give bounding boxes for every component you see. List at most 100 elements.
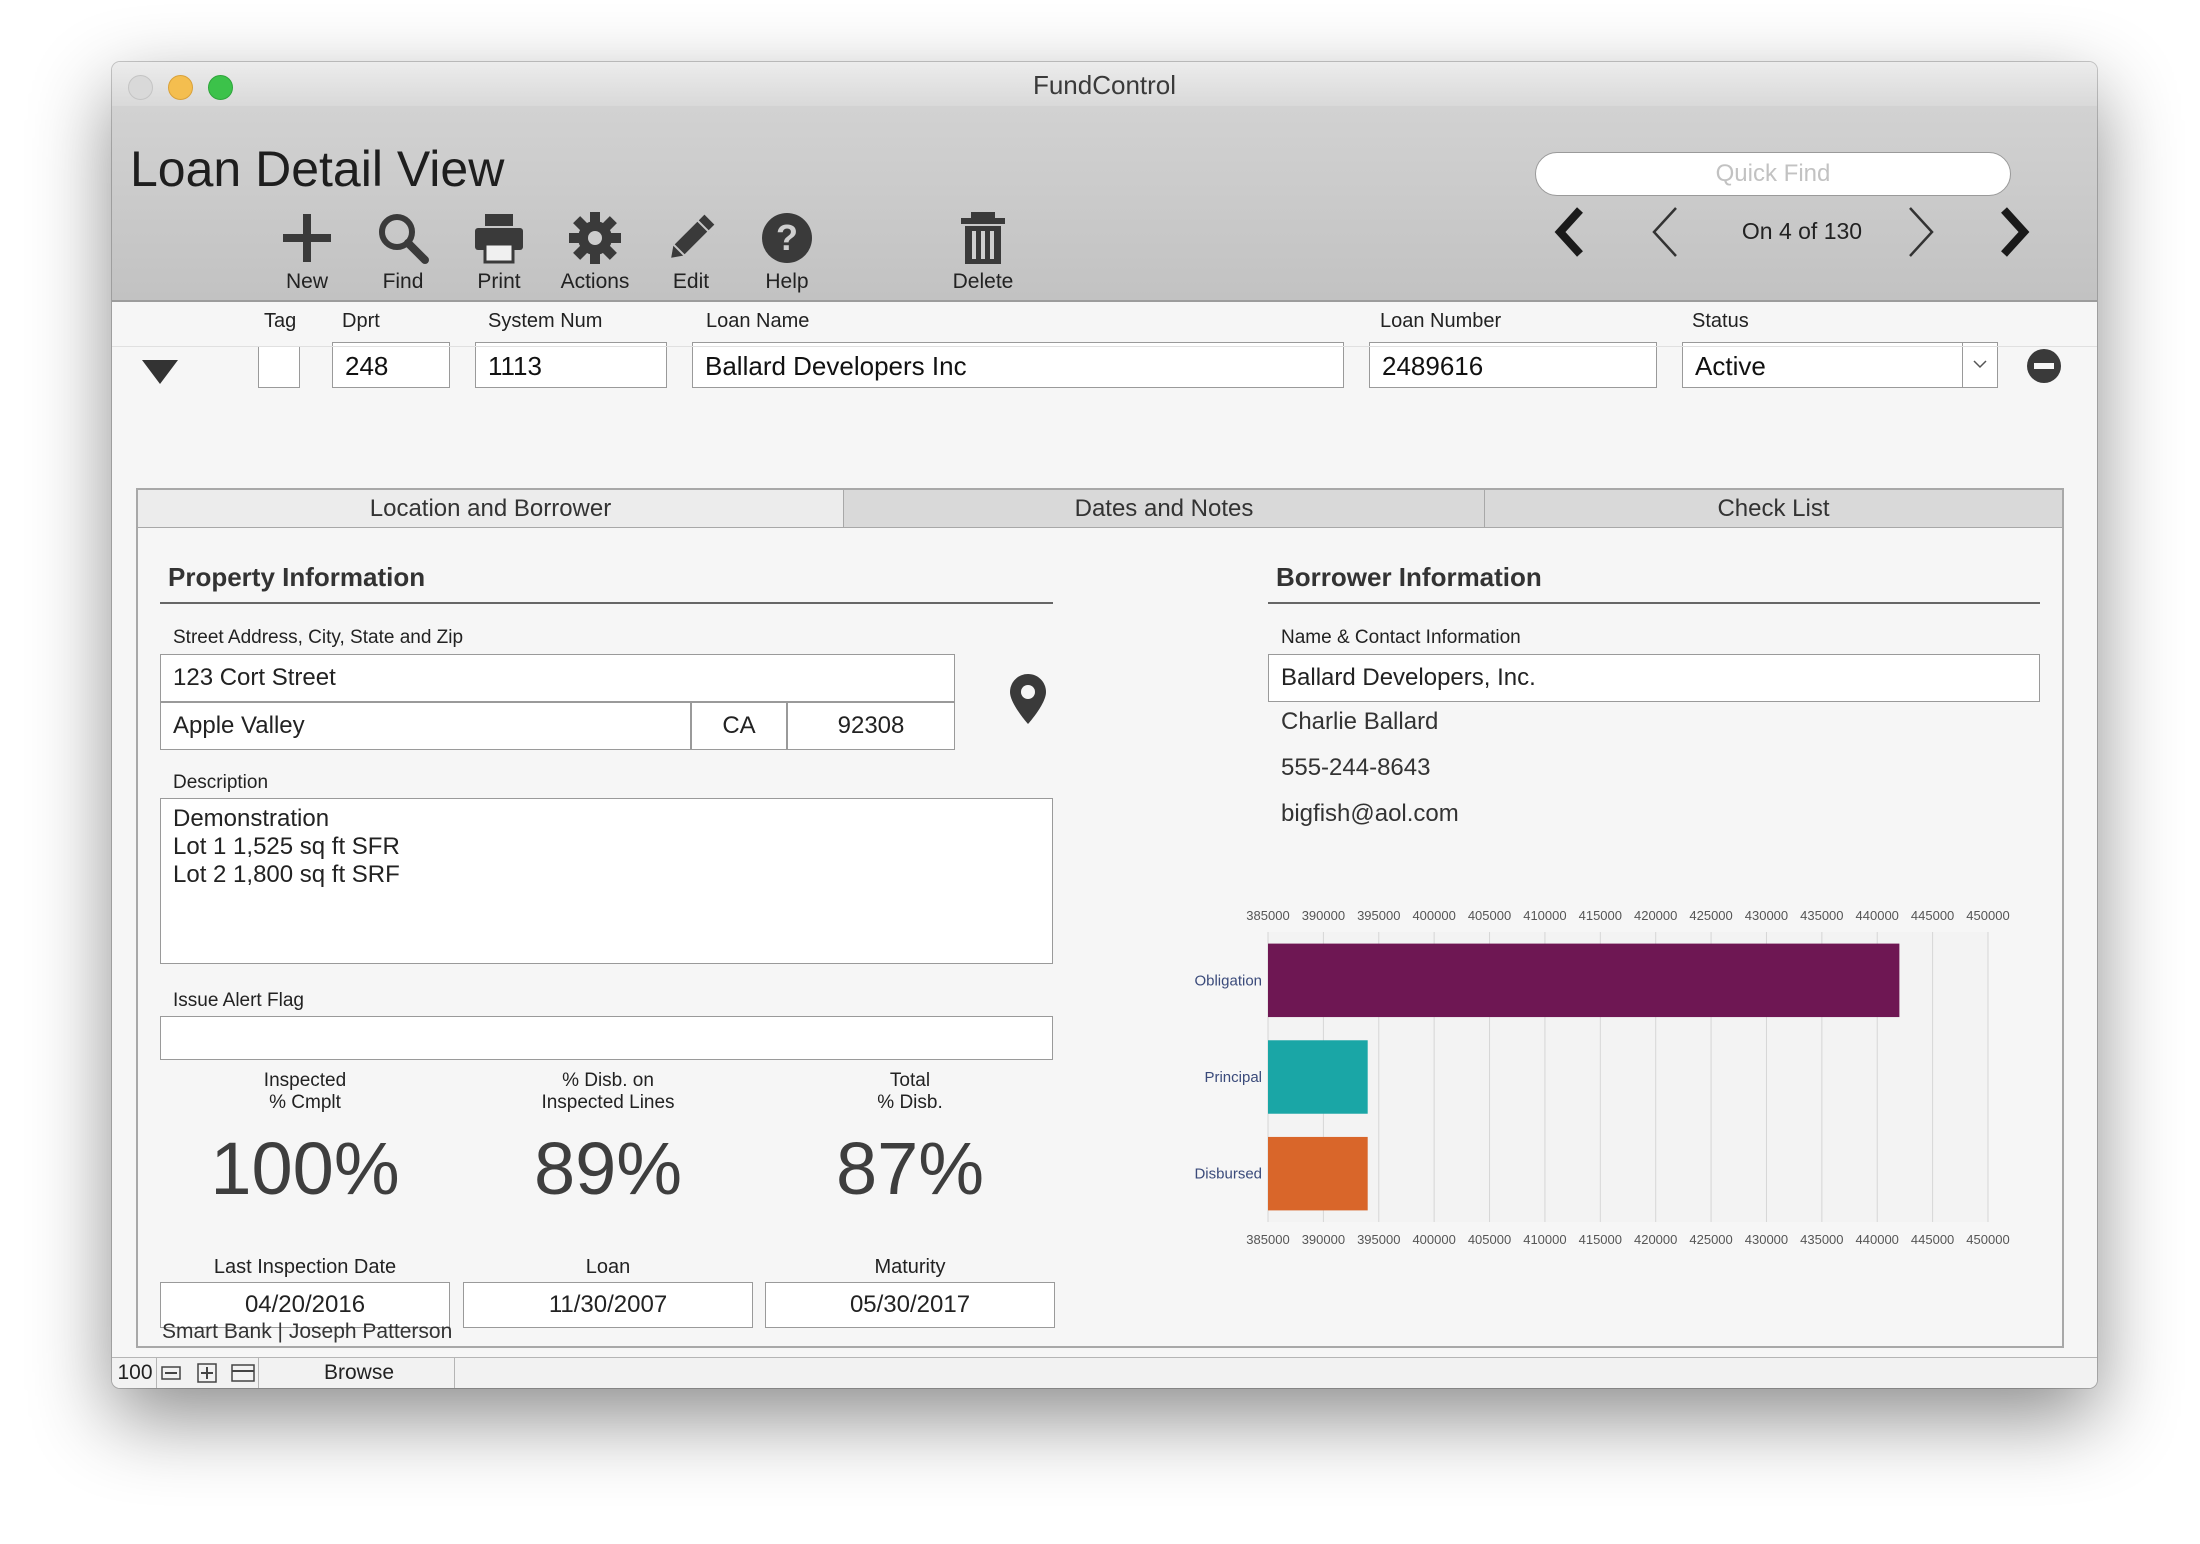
tab-location-borrower[interactable]: Location and Borrower <box>138 490 843 528</box>
address-label: Street Address, City, State and Zip <box>173 627 464 648</box>
mode-indicator[interactable]: Browse <box>264 1358 455 1388</box>
disbursed-inspected-value: 89% <box>533 1127 683 1210</box>
first-record-button[interactable] <box>1542 202 1602 262</box>
inspected-complete-value: 100% <box>210 1127 400 1210</box>
dprt-field[interactable]: 248 <box>332 342 450 388</box>
toggle-toolbar-button[interactable] <box>230 1358 259 1388</box>
find-button[interactable]: Find <box>353 210 453 294</box>
print-button[interactable]: Print <box>449 210 549 294</box>
new-button[interactable]: New <box>257 210 357 294</box>
chart-bar <box>1268 943 1900 1018</box>
description-line: Lot 1 1,525 sq ft SFR <box>173 833 400 860</box>
zip-field[interactable]: 92308 <box>787 702 955 750</box>
last-inspection-label: Last Inspection Date <box>213 1256 397 1278</box>
issue-alert-field[interactable] <box>160 1016 1053 1060</box>
zoom-in-button[interactable] <box>196 1358 218 1388</box>
chart-tick-label-bottom: 405000 <box>1468 1232 1511 1247</box>
last-inspection-date-field[interactable]: 04/20/2016 <box>160 1282 450 1328</box>
title-bar: FundControl <box>112 62 2097 106</box>
dropdown-arrow-button[interactable] <box>1962 343 1997 387</box>
record-counter: On 4 of 130 <box>1741 218 1863 244</box>
status-value: Active <box>1695 351 1766 381</box>
previous-record-button[interactable] <box>1636 202 1696 262</box>
zoom-level[interactable]: 100 <box>114 1358 157 1388</box>
footer-credit: Smart Bank | Joseph Patterson <box>162 1320 453 1343</box>
loan-balance-chart: 385000 385000 390000 390000 395000 395000 4000… <box>1194 908 2009 1247</box>
maturity-date-field[interactable]: 05/30/2017 <box>765 1282 1055 1328</box>
last-record-button[interactable] <box>1982 202 2042 262</box>
metric-label: % Disb. on Inspected Lines <box>541 1070 675 1113</box>
system-num-field[interactable]: 1113 <box>475 342 667 388</box>
chart-tick-label-bottom: 410000 <box>1523 1232 1566 1247</box>
tag-label: Tag <box>264 310 297 332</box>
chart-tick-label-bottom: 450000 <box>1966 1232 2009 1247</box>
actions-button[interactable]: Actions <box>545 210 645 294</box>
next-record-button[interactable] <box>1890 202 1950 262</box>
borrower-company-field[interactable]: Ballard Developers, Inc. <box>1268 654 2040 702</box>
chart-tick-label-bottom: 425000 <box>1689 1232 1732 1247</box>
description-line: Demonstration <box>173 805 330 832</box>
chart-tick-label-top: 445000 <box>1911 908 1954 923</box>
chart-tick-label-bottom: 395000 <box>1357 1232 1400 1247</box>
loan-name-label: Loan Name <box>706 310 810 332</box>
chart-tick-label-top: 415000 <box>1579 908 1622 923</box>
chart-tick-label-bottom: 430000 <box>1745 1232 1788 1247</box>
help-button[interactable]: ? Help <box>737 210 837 294</box>
help-button-label: Help <box>765 270 809 293</box>
chart-tick-label-top: 400000 <box>1412 908 1455 923</box>
chart-category-label: Disbursed <box>1194 1166 1262 1183</box>
contact-label: Name & Contact Information <box>1281 627 1521 648</box>
description-line: Lot 2 1,800 sq ft SRF <box>173 861 400 888</box>
zoom-window-button[interactable] <box>208 75 233 100</box>
city-field[interactable]: Apple Valley <box>160 702 691 750</box>
print-button-label: Print <box>477 270 521 293</box>
edit-button[interactable]: Edit <box>641 210 741 294</box>
collapse-triangle-icon[interactable] <box>142 360 178 386</box>
street-field[interactable]: 123 Cort Street <box>160 654 955 702</box>
chevron-left-icon <box>1652 207 1677 257</box>
property-section-title: Property Information <box>168 562 426 592</box>
status-bar: 100 Browse <box>112 1357 2097 1388</box>
chart-tick-label-bottom: 385000 <box>1246 1232 1289 1247</box>
edit-button-label: Edit <box>672 270 710 293</box>
chart-tick-label-top: 405000 <box>1468 908 1511 923</box>
remove-icon[interactable] <box>2026 348 2062 384</box>
find-button-label: Find <box>382 270 424 293</box>
plus-icon <box>283 214 331 262</box>
description-field[interactable]: Demonstration Lot 1 1,525 sq ft SFR Lot … <box>160 798 1053 964</box>
chevron-right-icon <box>1909 207 1934 257</box>
loan-date-field[interactable]: 11/30/2007 <box>463 1282 753 1328</box>
app-window: FundControl Loan Detail View New Find Pr… <box>112 62 2097 1388</box>
chart-tick-label-bottom: 445000 <box>1911 1232 1954 1247</box>
chart-tick-label-bottom: 440000 <box>1856 1232 1899 1247</box>
loan-date-label: Loan <box>585 1256 631 1278</box>
state-field[interactable]: CA <box>691 702 787 750</box>
property-section-rule <box>160 602 1053 604</box>
loan-number-field[interactable]: 2489616 <box>1369 342 1657 388</box>
chart-tick-label-top: 435000 <box>1800 908 1843 923</box>
delete-button[interactable]: Delete <box>933 210 1033 294</box>
loan-name-field[interactable]: Ballard Developers Inc <box>692 342 1344 388</box>
row-divider <box>112 346 2097 347</box>
chart-tick-label-bottom: 400000 <box>1412 1232 1455 1247</box>
map-pin-icon[interactable] <box>1010 674 1046 724</box>
quick-find-input[interactable] <box>1535 152 2011 196</box>
close-window-button[interactable] <box>128 75 153 100</box>
borrower-contact-name: Charlie Ballard <box>1281 708 1439 735</box>
printer-icon <box>475 214 523 264</box>
chart-tick-label-bottom: 435000 <box>1800 1232 1843 1247</box>
description-label: Description <box>173 772 269 793</box>
zoom-out-button[interactable] <box>160 1358 182 1388</box>
tab-dates-notes[interactable]: Dates and Notes <box>843 490 1484 528</box>
tab-check-list[interactable]: Check List <box>1484 490 2062 528</box>
minimize-window-button[interactable] <box>168 75 193 100</box>
search-icon <box>379 214 429 264</box>
key-fields-row: Tag Dprt System Num Loan Name Loan Numbe… <box>112 302 2097 410</box>
metric-label: Total% Disb. <box>877 1070 943 1113</box>
tag-checkbox[interactable] <box>258 346 300 388</box>
svg-text:?: ? <box>776 217 798 258</box>
status-label: Status <box>1692 310 1749 332</box>
new-button-label: New <box>285 270 328 293</box>
status-dropdown[interactable]: Active <box>1682 342 1998 388</box>
minus-icon <box>161 1366 181 1380</box>
